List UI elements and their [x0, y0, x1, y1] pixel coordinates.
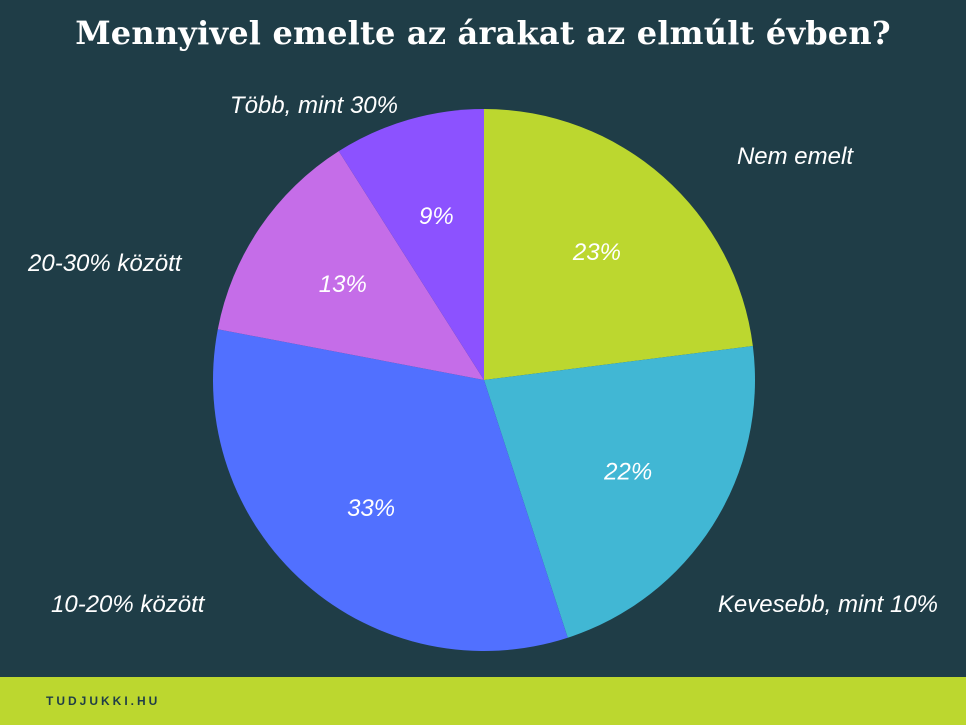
footer-bar: TUDJUKKI.HU	[0, 677, 966, 725]
slice-category-label: Kevesebb, mint 10%	[718, 591, 938, 618]
chart-title: Mennyivel emelte az árakat az elmúlt évb…	[75, 14, 891, 52]
slice-category-label: Több, mint 30%	[230, 92, 398, 119]
slice-value-label: 23%	[572, 239, 621, 266]
pie-slice-5	[338, 109, 484, 380]
slice-value-label: 22%	[603, 458, 652, 485]
pie-slice-1	[484, 109, 753, 380]
footer-brand: TUDJUKKI.HU	[46, 694, 161, 708]
pie-chart: 23% 22% 33% 13% 9% Nem emelt Kevesebb, mint 1…	[27, 92, 938, 651]
pie-value-labels: 23% 22% 33% 13% 9%	[319, 203, 652, 522]
slice-value-label: 9%	[419, 203, 454, 230]
slice-category-label: Nem emelt	[737, 143, 854, 170]
pie-slice-3	[213, 329, 568, 651]
pie-category-labels: Nem emelt Kevesebb, mint 10% 10-20% között…	[27, 92, 938, 618]
pie-slice-2	[484, 346, 755, 638]
slice-value-label: 33%	[347, 495, 395, 522]
slice-category-label: 20-30% között	[27, 250, 183, 277]
slice-category-label: 10-20% között	[51, 591, 206, 618]
pie-slice-4	[217, 151, 484, 380]
pie-slices	[213, 109, 755, 651]
slice-value-label: 13%	[319, 271, 367, 298]
